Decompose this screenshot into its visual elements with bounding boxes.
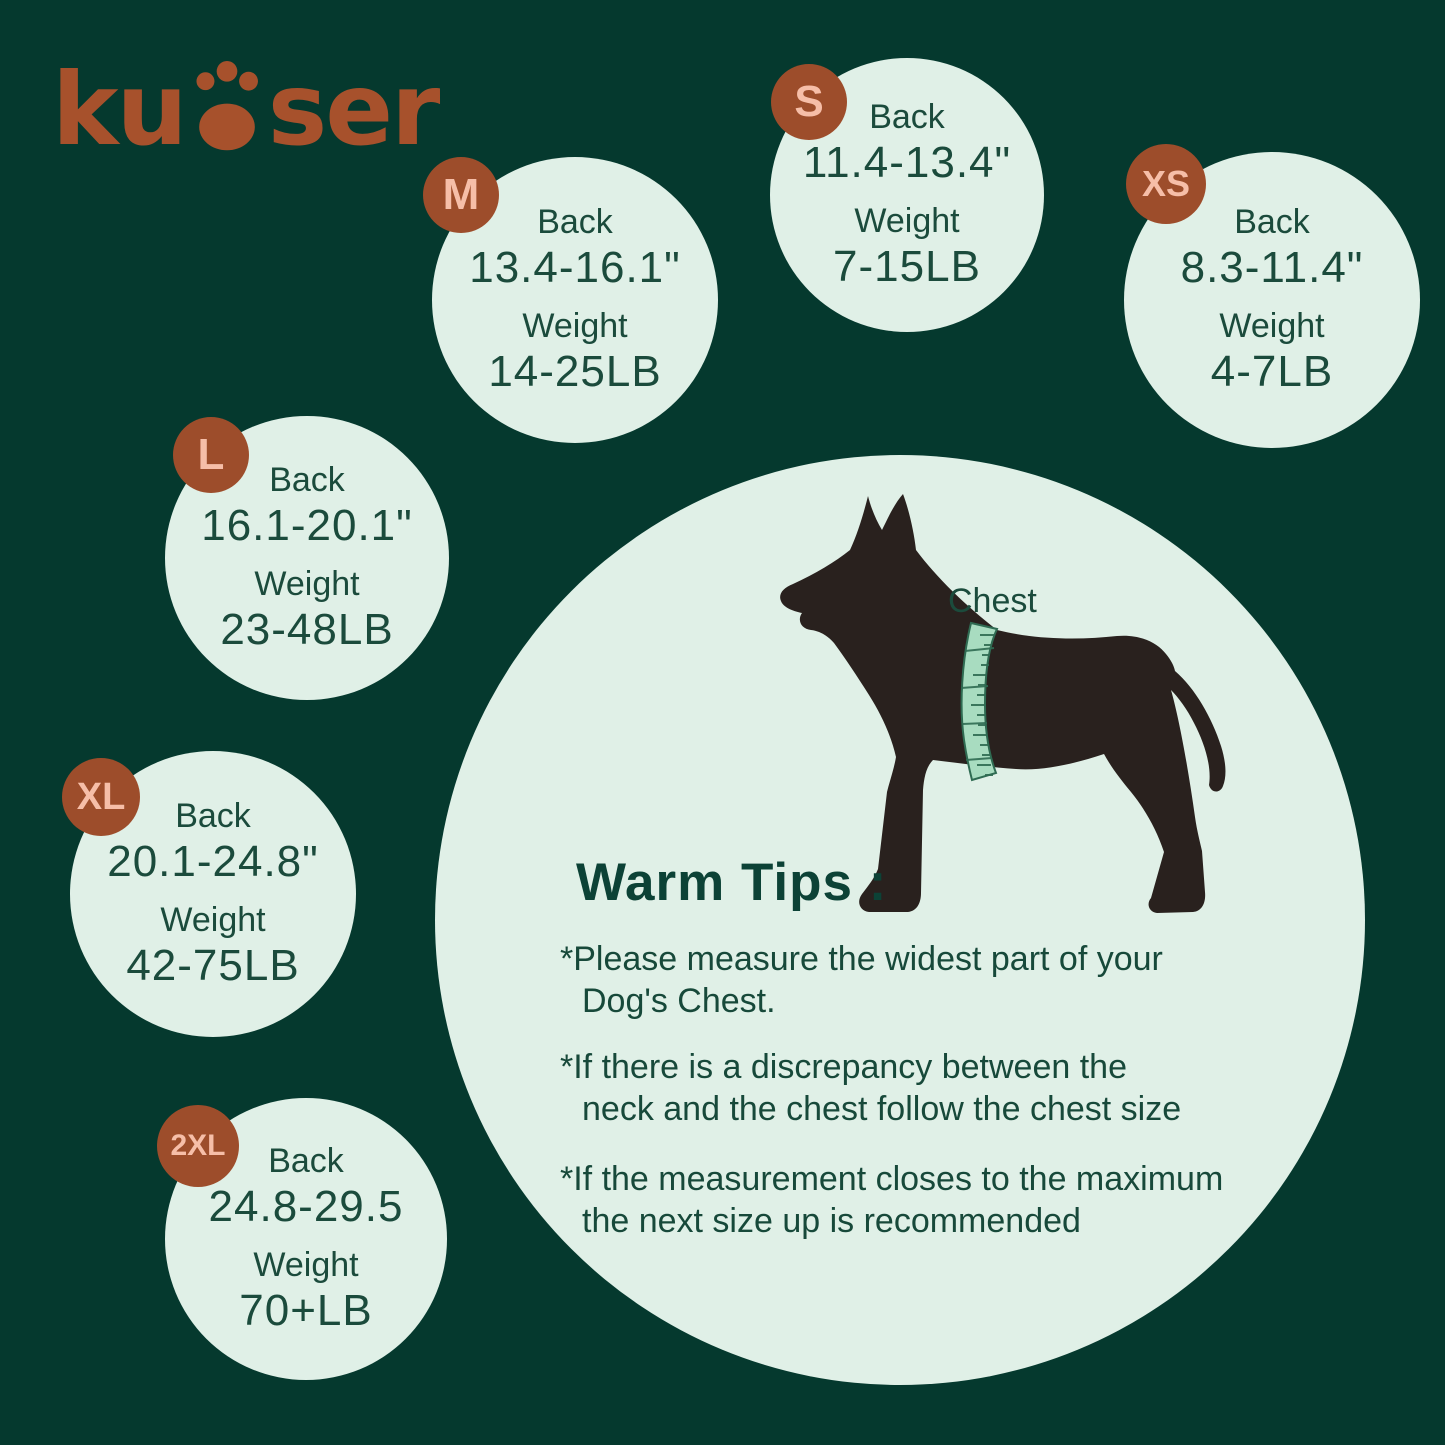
size-circle-xl: Back 20.1-24.8" Weight 42-75LB bbox=[70, 751, 356, 1037]
weight-label: Weight bbox=[522, 307, 628, 345]
tape-measure-icon bbox=[960, 621, 999, 782]
tip-line: Dog's Chest. bbox=[582, 982, 776, 1020]
back-value: 16.1-20.1" bbox=[201, 501, 413, 550]
tip-line: *If the measurement closes to the maximu… bbox=[560, 1160, 1224, 1198]
weight-value: 7-15LB bbox=[833, 242, 981, 291]
dog-body bbox=[780, 494, 1226, 913]
tip-line: the next size up is recommended bbox=[582, 1202, 1081, 1240]
size-badge-s: S bbox=[771, 64, 847, 140]
weight-value: 23-48LB bbox=[220, 605, 394, 654]
dog-silhouette bbox=[780, 494, 1226, 913]
back-label: Back bbox=[869, 98, 945, 136]
warm-tips-heading: Warm Tips : bbox=[576, 853, 888, 912]
tip-size-up: *If the measurement closes to the maximu… bbox=[560, 1158, 1223, 1242]
size-badge-l: L bbox=[173, 417, 249, 493]
weight-label: Weight bbox=[160, 901, 266, 939]
back-label: Back bbox=[537, 203, 613, 241]
back-value: 11.4-13.4" bbox=[802, 138, 1012, 187]
weight-value: 70+LB bbox=[239, 1286, 373, 1335]
weight-label: Weight bbox=[1219, 307, 1325, 345]
back-value: 20.1-24.8" bbox=[107, 837, 319, 886]
weight-label: Weight bbox=[254, 565, 360, 603]
tip-line: *Please measure the widest part of your bbox=[560, 940, 1163, 978]
tip-line: *If there is a discrepancy between the bbox=[560, 1048, 1127, 1086]
size-badge-xs: XS bbox=[1126, 144, 1206, 224]
size-badge-xl: XL bbox=[62, 758, 140, 836]
back-label: Back bbox=[268, 1142, 344, 1180]
paw-icon bbox=[196, 60, 258, 151]
brand-text-prefix: ku bbox=[52, 51, 188, 168]
tip-measure-chest: *Please measure the widest part of your … bbox=[560, 938, 1163, 1022]
weight-value: 14-25LB bbox=[488, 347, 662, 396]
size-circle-xs: Back 8.3-11.4" Weight 4-7LB bbox=[1124, 152, 1420, 448]
back-value: 8.3-11.4" bbox=[1180, 243, 1364, 292]
chest-label: Chest bbox=[948, 582, 1037, 620]
back-label: Back bbox=[175, 797, 251, 835]
back-label: Back bbox=[1234, 203, 1310, 241]
size-badge-2xl: 2XL bbox=[157, 1105, 239, 1187]
weight-value: 42-75LB bbox=[126, 941, 300, 990]
back-value: 13.4-16.1" bbox=[469, 243, 681, 292]
brand-logo: ku ser bbox=[52, 40, 441, 168]
weight-label: Weight bbox=[253, 1246, 359, 1284]
weight-value: 4-7LB bbox=[1210, 347, 1334, 396]
tip-line: neck and the chest follow the chest size bbox=[582, 1090, 1182, 1128]
back-value: 24.8-29.5 bbox=[208, 1182, 404, 1231]
brand-text-suffix: ser bbox=[267, 51, 441, 168]
weight-label: Weight bbox=[854, 202, 960, 240]
tip-discrepancy: *If there is a discrepancy between the n… bbox=[560, 1046, 1181, 1130]
size-badge-m: M bbox=[423, 157, 499, 233]
back-label: Back bbox=[269, 461, 345, 499]
